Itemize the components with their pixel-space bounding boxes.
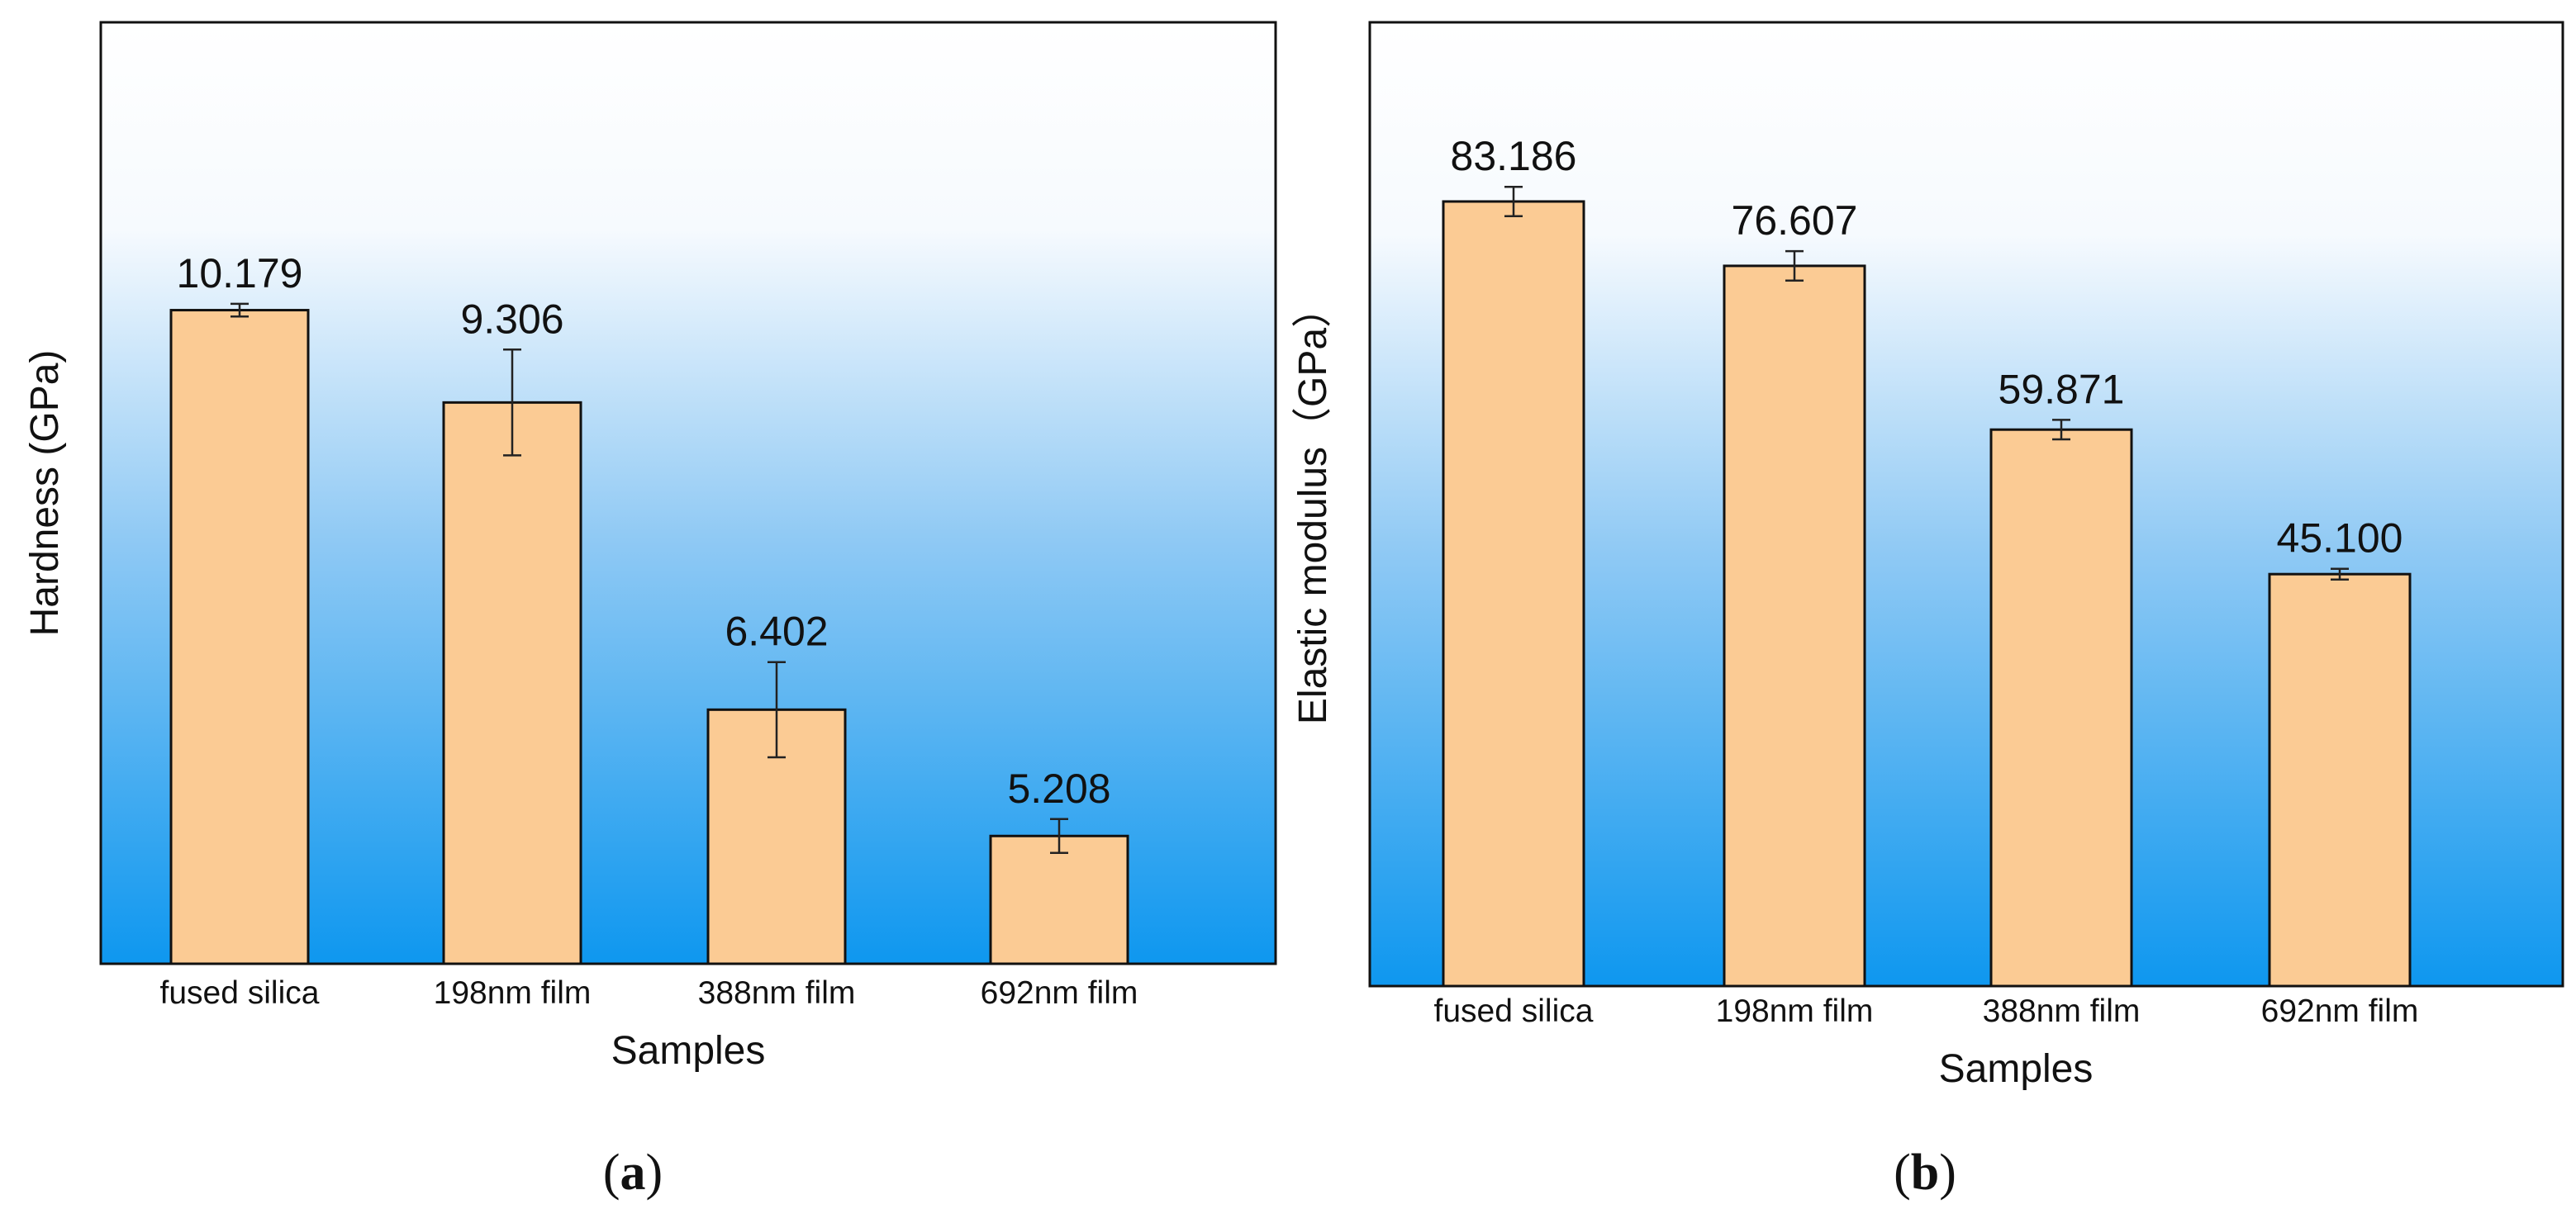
bar-b-1 bbox=[1442, 200, 1585, 988]
error-bar-a-4 bbox=[1050, 818, 1068, 855]
category-label-b-3: 388nm film bbox=[1983, 993, 2141, 1029]
value-labels-a: 10.179 9.306 6.402 5.208 bbox=[177, 250, 1111, 812]
bar-b-2 bbox=[1723, 264, 1866, 988]
category-labels-b: fused silica 198nm film 388nm film 692nm fi… bbox=[1434, 993, 2419, 1029]
value-label-a-3: 6.402 bbox=[725, 609, 828, 655]
panel-caption-b: (b) bbox=[1894, 1145, 1956, 1201]
bar-b-4 bbox=[2268, 572, 2412, 988]
category-label-a-2: 198nm film bbox=[434, 975, 592, 1011]
value-label-a-2: 9.306 bbox=[460, 296, 563, 342]
category-label-b-2: 198nm film bbox=[1716, 993, 1874, 1029]
value-label-b-1: 83.186 bbox=[1451, 133, 1577, 179]
chart-panel-a: 10.179 9.306 6.402 5.208 fused silica 198nm … bbox=[23, 21, 1277, 1201]
value-label-b-2: 76.607 bbox=[1732, 197, 1858, 244]
error-bar-b-3 bbox=[2052, 419, 2070, 441]
error-bar-a-3 bbox=[768, 661, 786, 759]
value-label-a-4: 5.208 bbox=[1007, 766, 1110, 812]
bar-a-1 bbox=[169, 309, 310, 965]
value-label-a-1: 10.179 bbox=[177, 250, 303, 296]
error-bars-b bbox=[1504, 185, 2349, 581]
x-axis-label-b: Samples bbox=[1939, 1047, 2094, 1091]
error-bar-a-1 bbox=[231, 302, 249, 318]
value-labels-b: 83.186 76.607 59.871 45.100 bbox=[1451, 133, 2403, 561]
y-axis-label-a: Hardness (GPa) bbox=[23, 350, 67, 637]
value-label-b-4: 45.100 bbox=[2277, 515, 2403, 562]
error-bars-a bbox=[231, 302, 1068, 855]
bar-a-4 bbox=[989, 834, 1129, 965]
category-label-b-1: fused silica bbox=[1434, 993, 1594, 1029]
chart-panel-b: 83.186 76.607 59.871 45.100 fused silica 198… bbox=[1291, 21, 2564, 1201]
category-label-a-3: 388nm film bbox=[698, 975, 856, 1011]
bar-a-2 bbox=[442, 401, 582, 965]
error-bar-b-2 bbox=[1785, 249, 1804, 282]
category-label-a-1: fused silica bbox=[160, 975, 320, 1011]
error-bar-b-4 bbox=[2331, 567, 2349, 581]
x-axis-label-a: Samples bbox=[611, 1029, 766, 1073]
panel-caption-a: (a) bbox=[603, 1145, 663, 1201]
error-bar-a-2 bbox=[503, 349, 521, 457]
y-axis-label-b: Elastic modulus（GPa） bbox=[1291, 288, 1335, 724]
bar-b-3 bbox=[1989, 428, 2133, 988]
value-label-b-3: 59.871 bbox=[1999, 366, 2125, 412]
category-label-b-4: 692nm film bbox=[2261, 993, 2419, 1029]
category-label-a-4: 692nm film bbox=[981, 975, 1138, 1011]
category-labels-a: fused silica 198nm film 388nm film 692nm fi… bbox=[160, 975, 1138, 1011]
bars-b bbox=[1442, 200, 2412, 988]
error-bar-b-1 bbox=[1504, 185, 1523, 218]
